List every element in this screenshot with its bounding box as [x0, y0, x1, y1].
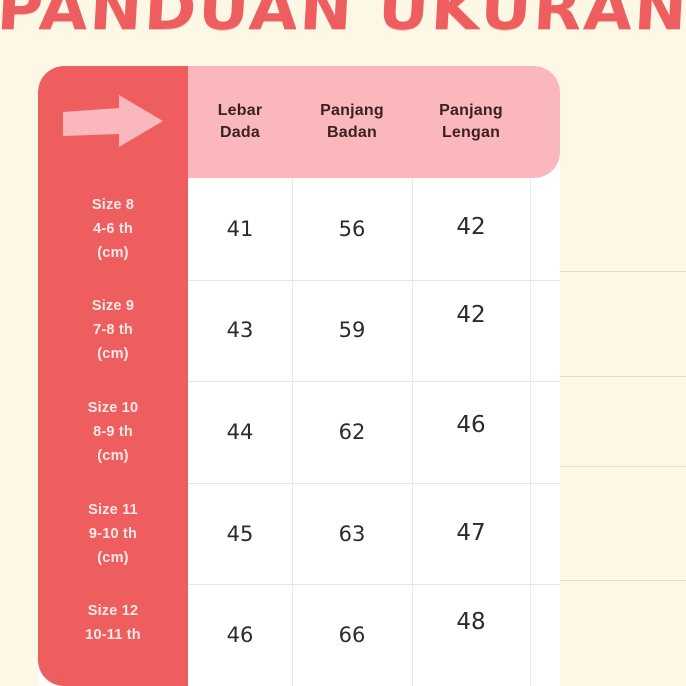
arrow-header-cell: [38, 66, 188, 178]
cell-panjang-badan: 63: [338, 521, 366, 546]
column-divider: [530, 66, 531, 686]
size-unit: (cm): [97, 447, 129, 464]
column-header-panjang-lengan: Panjang Lengan: [412, 100, 530, 144]
table-row: 41 56 42: [188, 178, 560, 280]
table-row: 45 63 47: [188, 482, 560, 585]
cell-panjang-badan: 62: [338, 419, 366, 444]
size-age: 9-10 th: [88, 525, 138, 542]
arrow-right-icon: [63, 95, 163, 147]
size-name: Size 12: [87, 603, 139, 620]
table-row: 46 66 48: [188, 584, 560, 686]
cell-panjang-lengan: 46: [456, 411, 486, 438]
size-age: 10-11 th: [85, 627, 141, 644]
table-row: 43 59 42: [188, 279, 560, 382]
column-header-line1: Lebar: [217, 102, 263, 119]
cell-lebar-dada: 43: [226, 318, 254, 343]
cell-lebar-dada: 44: [226, 419, 254, 444]
page-title: PANDUAN UKURAN: [0, 0, 686, 43]
size-label-list: Size 8 4-6 th (cm) Size 9 7-8 th (cm) Si…: [38, 178, 188, 686]
column-divider: [412, 66, 413, 686]
size-name: Size 10: [87, 399, 139, 416]
size-unit: (cm): [97, 549, 129, 566]
size-column: Size 8 4-6 th (cm) Size 9 7-8 th (cm) Si…: [38, 66, 188, 686]
cell-panjang-lengan: 47: [456, 519, 486, 546]
cell-lebar-dada: 46: [226, 623, 254, 648]
size-unit: (cm): [97, 651, 129, 668]
size-name: Size 8: [91, 196, 135, 213]
size-age: 4-6 th: [93, 220, 133, 237]
cell-panjang-lengan: 48: [456, 609, 486, 636]
column-divider: [292, 66, 293, 686]
cell-panjang-badan: 59: [338, 318, 366, 343]
column-header-line2: Dada: [220, 124, 260, 141]
column-header-lebar-dada: Lebar Dada: [188, 100, 292, 144]
cell-panjang-lengan: 42: [456, 302, 486, 329]
size-label-cell: Size 9 7-8 th (cm): [38, 280, 188, 382]
size-name: Size 9: [91, 298, 135, 315]
table-header-row: Lebar Dada Panjang Badan Panjang Lengan: [188, 66, 560, 178]
cell-panjang-lengan: 42: [456, 213, 486, 240]
size-unit: (cm): [97, 244, 129, 261]
column-header-line1: Panjang: [439, 102, 503, 119]
size-age: 7-8 th: [93, 322, 133, 339]
cell-lebar-dada: 45: [226, 521, 254, 546]
size-label-cell: Size 11 9-10 th (cm): [38, 483, 188, 585]
size-unit: (cm): [97, 346, 129, 363]
size-guide-table: Lebar Dada Panjang Badan Panjang Lengan …: [38, 66, 560, 686]
size-label-cell: Size 10 8-9 th (cm): [38, 381, 188, 483]
size-label-cell: Size 12 10-11 th (cm): [38, 584, 188, 686]
size-age: 8-9 th: [93, 423, 133, 440]
column-header-line1: Panjang: [320, 102, 384, 119]
column-header-panjang-badan: Panjang Badan: [292, 100, 412, 144]
cell-lebar-dada: 41: [226, 216, 254, 241]
table-row: 44 62 46: [188, 381, 560, 483]
cell-panjang-badan: 56: [338, 216, 366, 241]
size-name: Size 11: [88, 501, 138, 518]
page-title-container: PANDUAN UKURAN: [0, 0, 686, 48]
column-header-line2: Lengan: [441, 124, 501, 141]
size-label-cell: Size 8 4-6 th (cm): [38, 178, 188, 280]
column-header-line2: Badan: [327, 124, 377, 141]
table-body: 41 56 42 43 59 42 44 62 46 45 63 47 46 6…: [188, 178, 560, 686]
cell-panjang-badan: 66: [338, 623, 366, 648]
